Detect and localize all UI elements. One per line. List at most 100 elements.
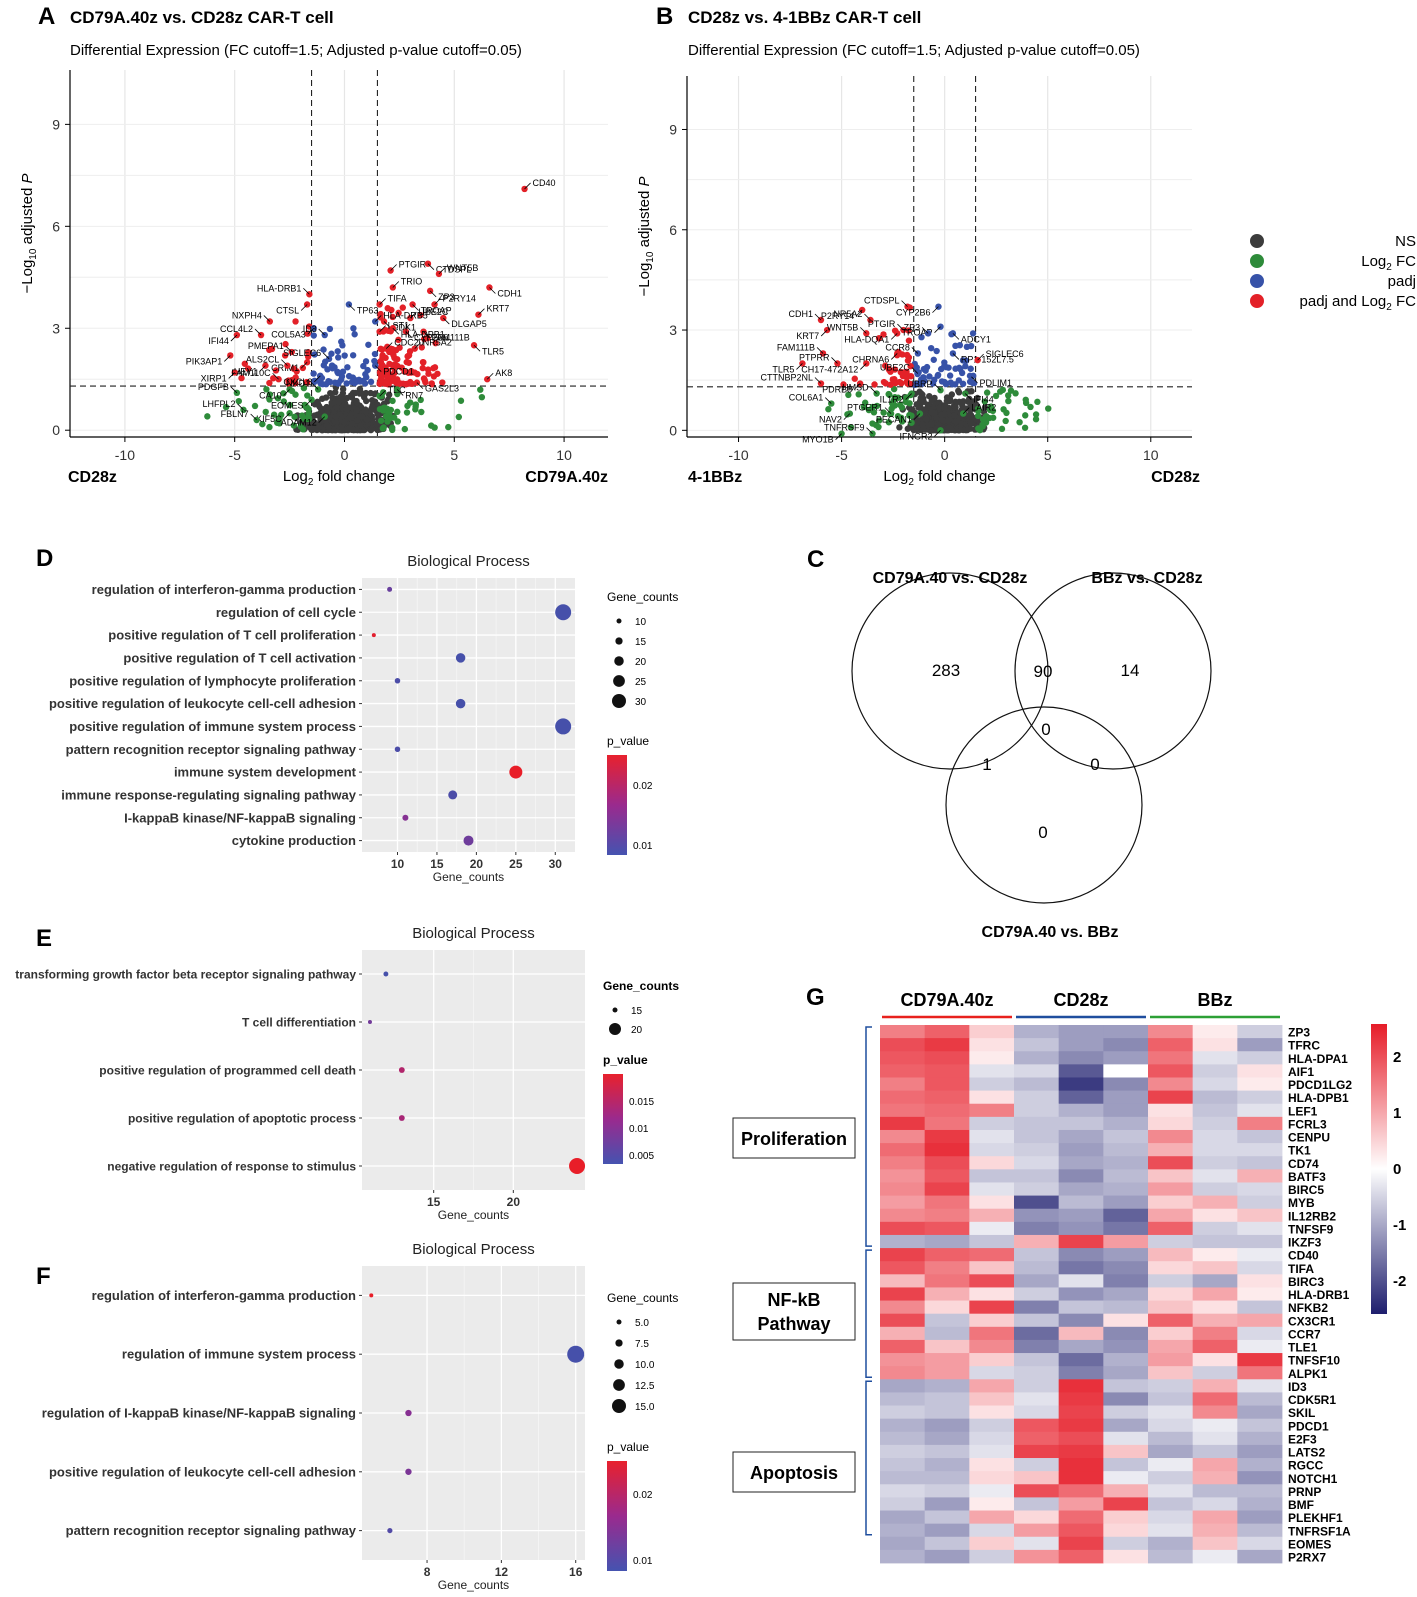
- ns-point: [363, 397, 370, 405]
- padj-fc-point: [383, 378, 390, 385]
- log2fc-point: [286, 401, 293, 409]
- log2fc-point: [290, 422, 298, 429]
- heatmap-cell: [969, 1287, 1015, 1301]
- log2fc-point: [270, 411, 278, 418]
- ns-point: [347, 392, 355, 399]
- ns-point: [955, 389, 963, 396]
- gene-label: MYO1B: [802, 435, 834, 445]
- plot-background: [362, 578, 575, 852]
- heatmap-cell: [880, 1208, 926, 1223]
- venn-region-count: 0: [1041, 720, 1050, 739]
- heatmap-cell: [1237, 1366, 1283, 1380]
- gene-label: IFI44: [973, 395, 994, 405]
- ns-point: [362, 406, 369, 413]
- heatmap-cell: [880, 1510, 926, 1525]
- ns-point: [368, 397, 376, 404]
- gene-connector: [228, 372, 235, 379]
- heatmap-cell: [1103, 1077, 1149, 1092]
- padj-point: [350, 376, 358, 383]
- log2fc-point: [235, 397, 242, 405]
- heatmap-cell: [1014, 1549, 1060, 1564]
- log2fc-point: [417, 396, 424, 404]
- gene-row-label: PDCD1LG2: [1288, 1078, 1352, 1092]
- ns-point: [367, 389, 374, 397]
- heatmap-color-label: 0: [1393, 1161, 1401, 1178]
- gene-label: PDCD1: [383, 367, 414, 377]
- heatmap-cell: [1014, 1339, 1060, 1354]
- heatmap-cell: [969, 1326, 1015, 1341]
- gene-connector: [952, 333, 960, 340]
- heatmap-cell: [1148, 1405, 1194, 1420]
- heatmap-cell: [924, 1090, 970, 1105]
- padj-fc-point: [244, 365, 252, 372]
- gene-connector: [486, 372, 494, 380]
- heatmap-cell: [880, 1103, 926, 1118]
- gene-label: CA10: [259, 390, 282, 400]
- gene-connector: [870, 387, 877, 394]
- category-box: [732, 1117, 856, 1159]
- term-label: immune response-regulating signaling pat…: [61, 787, 356, 802]
- heatmap-cell: [924, 1038, 970, 1052]
- term-label: positive regulation of immune system pro…: [69, 719, 356, 734]
- gene-label: CCL4L2: [220, 324, 253, 334]
- log2fc-point: [981, 398, 988, 405]
- log2fc-point: [394, 408, 401, 416]
- heatmap-cell: [1148, 1156, 1194, 1170]
- gene-row-label: LATS2: [1288, 1446, 1325, 1460]
- term-dot: [387, 1528, 393, 1534]
- padj-fc-point: [272, 367, 280, 374]
- heatmap-cell: [1192, 1077, 1238, 1092]
- x-axis-label: Log2 fold change: [283, 468, 395, 488]
- gene-label: RN7: [405, 390, 423, 400]
- gene-label: TIFA: [388, 293, 407, 303]
- heatmap-cell: [1103, 1523, 1149, 1538]
- heatmap-cell: [924, 1051, 970, 1065]
- padj-fc-point: [840, 381, 847, 388]
- heatmap-cell: [1237, 1116, 1283, 1131]
- gene-label: WNT5B: [827, 322, 859, 332]
- heatmap-cell: [1103, 1261, 1149, 1275]
- heatmap-cell: [1014, 1510, 1060, 1525]
- panel-label: D: [36, 545, 53, 572]
- padj-fc-point: [299, 364, 307, 372]
- gene-connector: [254, 328, 262, 336]
- gene-connector: [971, 376, 978, 384]
- heatmap-cell: [1014, 1536, 1060, 1551]
- heatmap-cell: [1058, 1143, 1104, 1157]
- heatmap-cell: [1237, 1025, 1283, 1039]
- term-label: I-kappaB kinase/NF-kappaB signaling: [124, 810, 356, 825]
- heatmap-cell: [1014, 1195, 1060, 1210]
- heatmap-cell: [1148, 1444, 1194, 1459]
- ns-point: [916, 388, 923, 395]
- heatmap-cell: [1058, 1471, 1104, 1485]
- heatmap-cell: [924, 1523, 970, 1538]
- heatmap-cell: [1103, 1471, 1149, 1485]
- category-label: Proliferation: [741, 1129, 847, 1149]
- padj-fc-point: [420, 375, 428, 382]
- legend-swatch: [1250, 254, 1264, 268]
- padj-fc-point: [880, 331, 887, 338]
- heatmap-cell: [1014, 1523, 1060, 1538]
- heatmap-cell: [969, 1444, 1015, 1459]
- gene-label: LHFPL2: [202, 399, 235, 409]
- gene-connector: [410, 311, 417, 319]
- gene-row-label: CD74: [1288, 1157, 1319, 1171]
- gene-row-label: CENPU: [1288, 1131, 1330, 1145]
- log2fc-point: [259, 420, 266, 428]
- ns-point: [356, 413, 363, 420]
- ns-point: [385, 391, 393, 398]
- left-group-label: 4-1BBz: [688, 469, 742, 486]
- gene-label: HLA-DRB5: [383, 310, 428, 320]
- log2fc-point: [1000, 406, 1007, 413]
- gene-label: XIRP1: [201, 373, 227, 383]
- gene-row-label: ZP3: [1288, 1026, 1310, 1040]
- term-dot: [402, 814, 409, 821]
- heatmap-cell: [1148, 1497, 1194, 1511]
- heatmap-cell: [880, 1458, 926, 1472]
- padj-point: [326, 325, 334, 333]
- size-legend-dot: [612, 694, 626, 708]
- term-label: regulation of interferon-gamma productio…: [92, 1288, 356, 1303]
- heatmap-cell: [1014, 1274, 1060, 1288]
- log2fc-point: [885, 419, 893, 426]
- chart-subtitle: Differential Expression (FC cutoff=1.5; …: [70, 42, 522, 59]
